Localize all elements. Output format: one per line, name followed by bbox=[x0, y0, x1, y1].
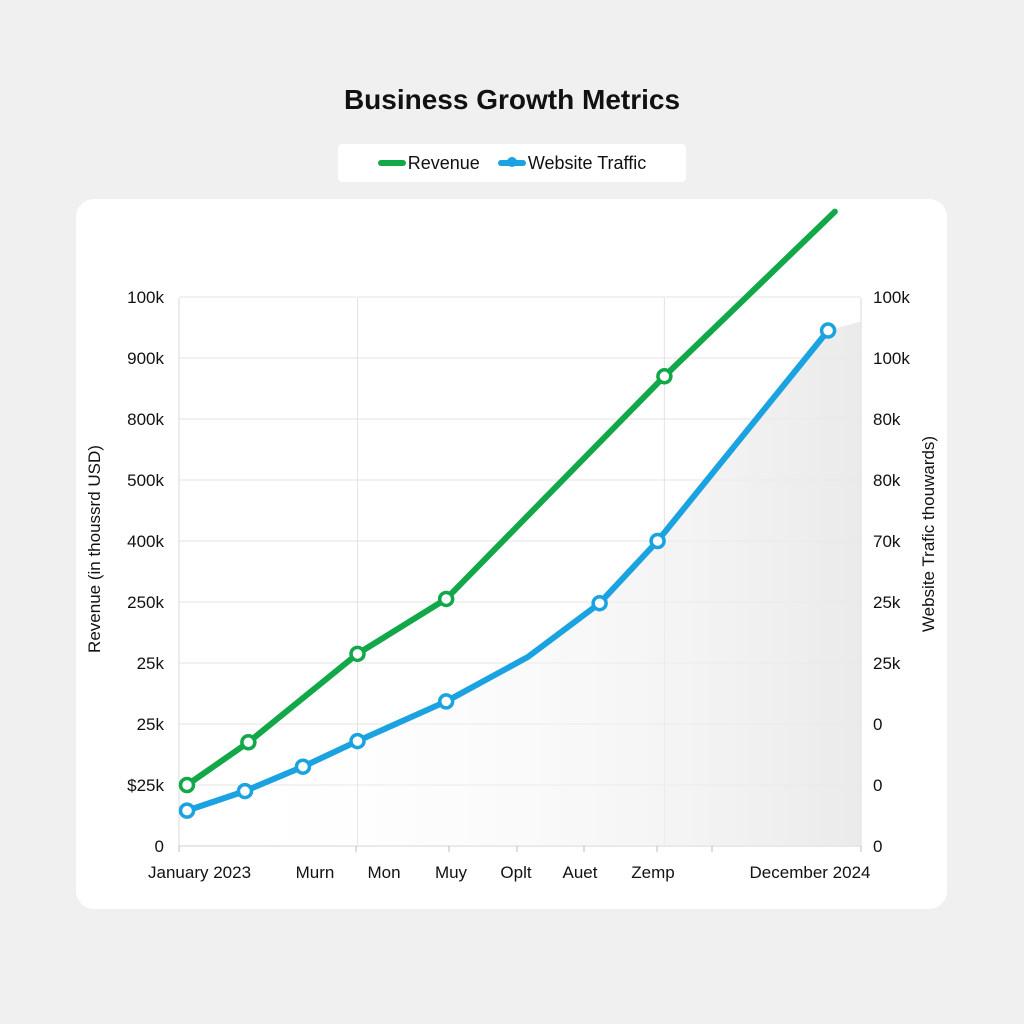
traffic-point bbox=[349, 732, 366, 750]
chart-card: 0 $25k 25k 25k 250k 400k 500k 800k 900k 100k 0 0 0 25… bbox=[76, 199, 947, 909]
right-tick-label: 100k bbox=[873, 349, 910, 368]
left-tick-label: 0 bbox=[155, 837, 164, 856]
legend-swatch-revenue bbox=[377, 160, 406, 166]
left-tick-label: 800k bbox=[127, 410, 164, 429]
right-tick-label: 0 bbox=[873, 776, 882, 795]
left-tick-label: 500k bbox=[127, 471, 164, 490]
legend-label-traffic: Website Traffic bbox=[527, 152, 647, 173]
right-axis-title: Website Trafic thouwards) bbox=[919, 436, 938, 632]
left-tick-label: 25k bbox=[137, 654, 165, 673]
x-tick-label: January 2023 bbox=[148, 863, 251, 882]
revenue-point bbox=[349, 645, 366, 663]
revenue-point bbox=[437, 590, 455, 608]
x-tick-label: Murn bbox=[296, 863, 335, 882]
x-tick-label: Auet bbox=[563, 863, 598, 882]
legend-entry-traffic: Website Traffic bbox=[497, 152, 647, 174]
right-tick-label: 25k bbox=[873, 593, 901, 612]
x-tick-label: Mon bbox=[367, 863, 400, 882]
left-tick-label: 900k bbox=[127, 349, 164, 368]
traffic-point bbox=[294, 758, 312, 775]
chart-title: Business Growth Metrics bbox=[343, 84, 681, 115]
right-tick-label: 25k bbox=[873, 654, 901, 673]
legend-label-revenue: Revenue bbox=[407, 152, 480, 173]
right-tick-label: 80k bbox=[873, 410, 901, 429]
x-tick-label: Zemp bbox=[631, 863, 674, 882]
revenue-line bbox=[184, 208, 838, 788]
left-axis-title: Revenue (in thoussrd USD) bbox=[85, 445, 104, 653]
revenue-point bbox=[656, 368, 673, 385]
traffic-point bbox=[178, 802, 196, 819]
left-tick-label: 250k bbox=[127, 593, 164, 612]
traffic-point bbox=[819, 322, 837, 339]
left-tick-label: 25k bbox=[137, 715, 165, 734]
right-tick-label: 70k bbox=[873, 532, 901, 551]
left-tick-label: 400k bbox=[127, 532, 164, 551]
traffic-area-shade bbox=[187, 321, 861, 846]
left-tick-label: 100k bbox=[127, 288, 164, 307]
revenue-point bbox=[240, 734, 257, 751]
right-tick-label: 0 bbox=[873, 837, 882, 856]
x-tick-label: Muy bbox=[435, 863, 468, 882]
traffic-point bbox=[437, 693, 455, 710]
traffic-point bbox=[236, 782, 254, 800]
legend-swatch-traffic bbox=[497, 157, 526, 167]
x-tick-label: December 2024 bbox=[750, 863, 871, 882]
right-tick-label: 100k bbox=[873, 288, 910, 307]
chart-plot: 0 $25k 25k 25k 250k 400k 500k 800k 900k 100k 0 0 0 25… bbox=[85, 208, 938, 882]
traffic-point bbox=[591, 594, 608, 612]
x-tick-label: Oplt bbox=[500, 863, 531, 882]
left-tick-label: $25k bbox=[127, 776, 164, 795]
legend-entry-revenue: Revenue bbox=[377, 152, 480, 174]
revenue-point bbox=[178, 776, 196, 794]
right-tick-label: 0 bbox=[873, 715, 882, 734]
right-tick-label: 80k bbox=[873, 471, 901, 490]
chart-legend: Revenue Website Traffic bbox=[338, 144, 686, 182]
traffic-point bbox=[649, 532, 666, 550]
